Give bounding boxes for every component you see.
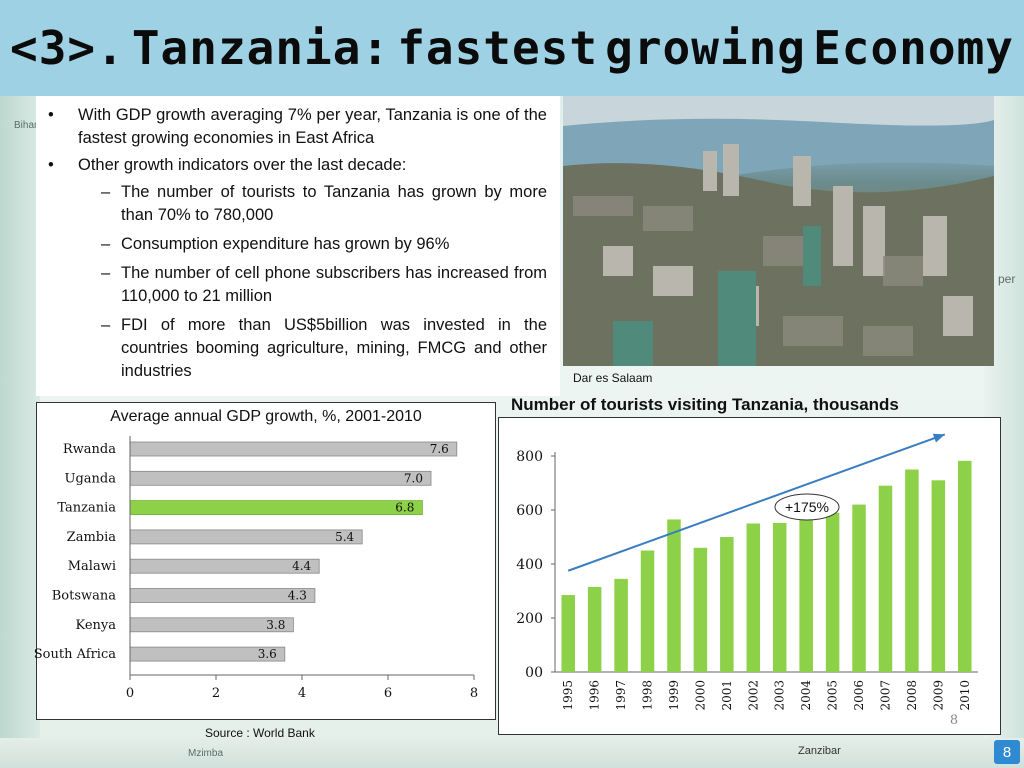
- map-label-mzimba: Mzimba: [188, 748, 224, 759]
- bullet-item: Other growth indicators over the last de…: [44, 154, 547, 177]
- slide-title: <3>. Tanzania: fastest growing Economy: [10, 10, 1014, 86]
- gdp-chart-title: Average annual GDP growth, %, 2001-2010: [110, 408, 422, 425]
- title-word: growing: [605, 21, 807, 75]
- map-label-bihamalo: Bihamalo: [14, 120, 56, 131]
- sub-bullet-item: The number of cell phone subscribers has…: [44, 262, 547, 308]
- title-word: fastest: [397, 21, 599, 75]
- tourists-chart-frame: [498, 417, 1001, 735]
- title-word: Economy: [813, 21, 1014, 75]
- title-word: Tanzania:: [131, 21, 391, 75]
- title-word: <3>.: [10, 21, 125, 75]
- sub-bullet-item: The number of tourists to Tanzania has g…: [44, 181, 547, 227]
- photo-caption: Dar es Salaam: [573, 371, 653, 385]
- background-map-left: [0, 95, 40, 768]
- sub-bullet-item: FDI of more than US$5billion was investe…: [44, 314, 547, 383]
- source-note: Source : World Bank: [205, 726, 315, 740]
- tourists-chart-title: Number of tourists visiting Tanzania, th…: [511, 395, 899, 414]
- bullet-list: With GDP growth averaging 7% per year, T…: [44, 104, 547, 389]
- map-label-zanzibar: Zanzibar: [798, 745, 841, 757]
- page-number-badge: 8: [994, 740, 1020, 764]
- gdp-chart-frame: [36, 402, 496, 720]
- sub-bullet-item: Consumption expenditure has grown by 96%: [44, 233, 547, 256]
- city-photo: [563, 96, 994, 366]
- map-label-per: per: [998, 272, 1016, 286]
- city-photo-illustration: [563, 96, 994, 366]
- bullet-item: With GDP growth averaging 7% per year, T…: [44, 104, 547, 150]
- background-map-bottom: [0, 738, 1024, 768]
- title-bar: <3>. Tanzania: fastest growing Economy: [0, 0, 1024, 96]
